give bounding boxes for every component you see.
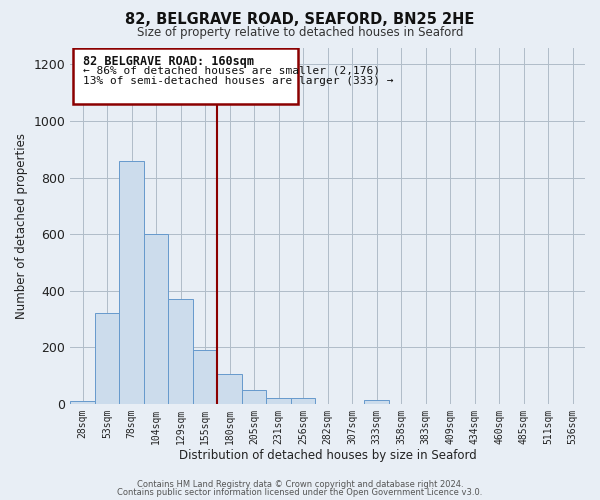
Bar xyxy=(119,160,144,404)
Bar xyxy=(242,390,266,404)
Bar xyxy=(193,350,217,404)
Bar xyxy=(364,400,389,404)
Text: 13% of semi-detached houses are larger (333) →: 13% of semi-detached houses are larger (… xyxy=(83,76,393,86)
Text: Contains HM Land Registry data © Crown copyright and database right 2024.: Contains HM Land Registry data © Crown c… xyxy=(137,480,463,489)
Bar xyxy=(95,314,119,404)
Bar xyxy=(70,401,95,404)
Text: ← 86% of detached houses are smaller (2,176): ← 86% of detached houses are smaller (2,… xyxy=(83,66,380,76)
X-axis label: Distribution of detached houses by size in Seaford: Distribution of detached houses by size … xyxy=(179,450,476,462)
Bar xyxy=(169,299,193,404)
Text: 82, BELGRAVE ROAD, SEAFORD, BN25 2HE: 82, BELGRAVE ROAD, SEAFORD, BN25 2HE xyxy=(125,12,475,28)
Bar xyxy=(144,234,169,404)
Bar xyxy=(291,398,316,404)
Text: 82 BELGRAVE ROAD: 160sqm: 82 BELGRAVE ROAD: 160sqm xyxy=(83,54,254,68)
Text: Contains public sector information licensed under the Open Government Licence v3: Contains public sector information licen… xyxy=(118,488,482,497)
Y-axis label: Number of detached properties: Number of detached properties xyxy=(15,132,28,318)
Bar xyxy=(266,398,291,404)
Bar xyxy=(73,48,298,104)
Text: Size of property relative to detached houses in Seaford: Size of property relative to detached ho… xyxy=(137,26,463,39)
Bar xyxy=(217,374,242,404)
